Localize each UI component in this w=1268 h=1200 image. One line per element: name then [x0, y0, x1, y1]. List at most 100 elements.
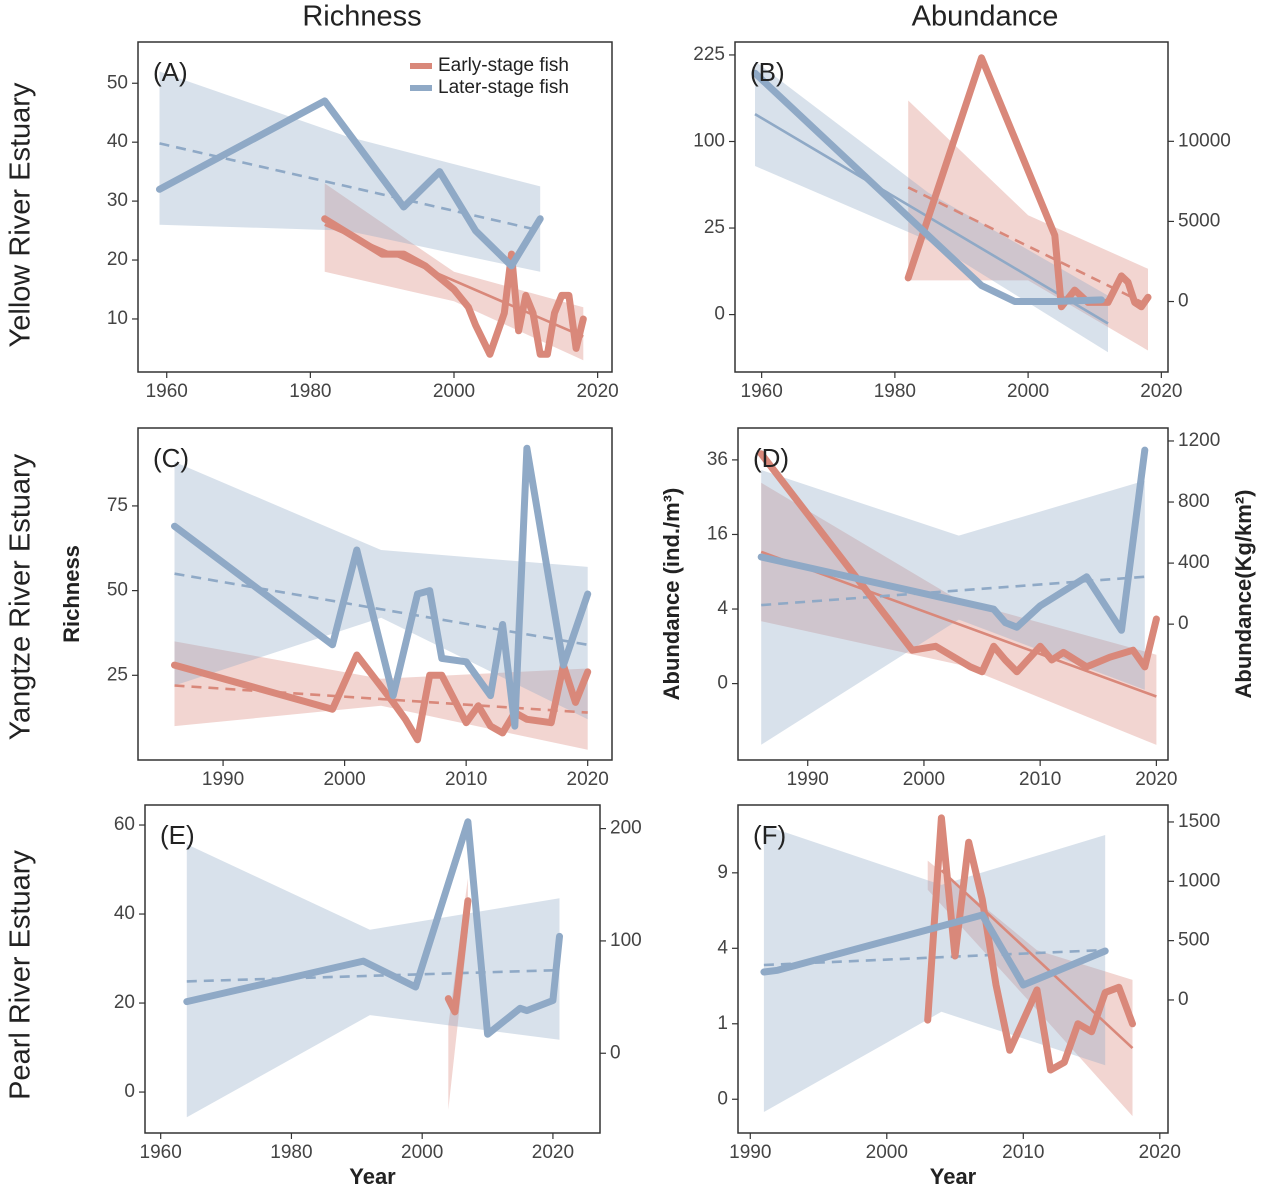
legend-label: Early-stage fish	[438, 55, 569, 76]
plot-area	[171, 444, 592, 750]
fit-line	[940, 869, 1134, 1050]
x-tick-label: 1980	[289, 381, 331, 402]
y-tick-label: 50	[107, 72, 128, 93]
y2-axis-label: Abundance(Kg/km²)	[1231, 490, 1256, 699]
fit-line	[186, 968, 560, 983]
y2-tick-label: 10000	[1178, 130, 1231, 151]
y-tick-label: 1	[717, 1013, 728, 1034]
x-tick-label: 1990	[787, 769, 829, 790]
plot-frame	[144, 804, 601, 1134]
row-label: Pearl River Estuary	[5, 850, 37, 1100]
column-title: Abundance	[912, 1, 1059, 33]
y2-tick-label: 1000	[1178, 870, 1220, 891]
panel-label: (C)	[153, 443, 189, 473]
x-tick-label: 2020	[1135, 769, 1177, 790]
y-tick-label: 60	[114, 814, 135, 835]
y2-tick-label: 800	[1178, 491, 1210, 512]
confidence-band	[186, 844, 560, 1118]
y-tick-label: 225	[693, 44, 725, 65]
y-tick-label: 9	[717, 862, 728, 883]
confidence-band	[159, 71, 541, 272]
y2-tick-label: 0	[1178, 989, 1189, 1010]
confidence-band	[174, 461, 588, 720]
y-tick-label: 20	[107, 249, 128, 270]
data-line	[171, 444, 592, 730]
x-tick-label: 2010	[1019, 769, 1061, 790]
data-line	[760, 911, 1109, 989]
x-tick-label: 2020	[532, 1142, 574, 1163]
plot-area	[156, 71, 587, 361]
panel-label: (A)	[153, 57, 188, 87]
panel-label: (B)	[750, 57, 785, 87]
x-tick-label: 2010	[1002, 1142, 1044, 1163]
fit-line	[761, 575, 1145, 607]
y2-tick-label: 1500	[1178, 811, 1220, 832]
y-tick-label: 4	[717, 937, 728, 958]
plot-frame	[137, 41, 613, 373]
x-tick-label: 2000	[903, 769, 945, 790]
x-tick-label: 2000	[433, 381, 475, 402]
plot-frame	[137, 427, 613, 761]
data-line	[171, 651, 592, 744]
x-axis-label: Year	[930, 1164, 977, 1189]
y2-tick-label: 0	[1178, 613, 1189, 634]
x-tick-label: 1960	[146, 381, 188, 402]
plot-area	[183, 818, 563, 1118]
y-tick-label: 100	[693, 131, 725, 152]
x-tick-label: 2020	[576, 381, 618, 402]
y2-tick-label: 0	[1178, 291, 1189, 312]
x-tick-label: 2020	[1140, 381, 1182, 402]
x-tick-label: 1960	[741, 381, 783, 402]
data-line	[757, 446, 1149, 634]
confidence-band	[761, 482, 1157, 745]
y-tick-label: 0	[717, 673, 728, 694]
data-line	[757, 450, 1160, 676]
y-tick-label: 0	[124, 1081, 135, 1102]
x-axis-label: Year	[349, 1164, 396, 1189]
x-tick-label: 2000	[401, 1142, 443, 1163]
x-tick-label: 1990	[202, 769, 244, 790]
x-tick-label: 2000	[1007, 381, 1049, 402]
x-tick-label: 2020	[567, 769, 609, 790]
data-line	[751, 69, 1105, 305]
y-tick-label: 20	[114, 992, 135, 1013]
y2-tick-label: 5000	[1178, 210, 1220, 231]
y-tick-label: 40	[114, 903, 135, 924]
fit-line	[907, 186, 1149, 307]
y-tick-label: 30	[107, 190, 128, 211]
y2-tick-label: 0	[610, 1042, 621, 1063]
x-tick-label: 1980	[270, 1142, 312, 1163]
panel-label: (D)	[753, 443, 789, 473]
x-tick-label: 2020	[1139, 1142, 1181, 1163]
plot-area	[760, 814, 1136, 1117]
x-tick-label: 2000	[323, 769, 365, 790]
panel-label: (E)	[160, 820, 195, 850]
confidence-band	[761, 470, 1145, 745]
y-tick-label: 25	[704, 217, 725, 238]
y-tick-label: 75	[107, 495, 128, 516]
legend-label: Later-stage fish	[438, 77, 569, 98]
y-axis-label: Abundance (ind./m³)	[659, 488, 684, 701]
fit-line	[760, 550, 1157, 698]
y2-tick-label: 1200	[1178, 430, 1220, 451]
x-tick-label: 2010	[445, 769, 487, 790]
y-tick-label: 40	[107, 131, 128, 152]
y-tick-label: 16	[707, 523, 728, 544]
y2-tick-label: 500	[1178, 930, 1210, 951]
plot-area	[757, 446, 1160, 745]
panel-label: (F)	[753, 820, 786, 850]
row-label: Yellow River Estuary	[5, 82, 37, 347]
x-tick-label: 1960	[140, 1142, 182, 1163]
plot-area	[751, 54, 1152, 353]
data-line	[444, 897, 472, 1016]
data-line	[321, 215, 587, 358]
y2-tick-label: 200	[610, 818, 642, 839]
y-tick-label: 36	[707, 449, 728, 470]
data-line	[183, 818, 563, 1038]
y-tick-label: 4	[717, 598, 728, 619]
y-tick-label: 50	[107, 580, 128, 601]
plot-frame	[737, 427, 1169, 761]
y-tick-label: 10	[107, 308, 128, 329]
confidence-band	[908, 100, 1148, 351]
